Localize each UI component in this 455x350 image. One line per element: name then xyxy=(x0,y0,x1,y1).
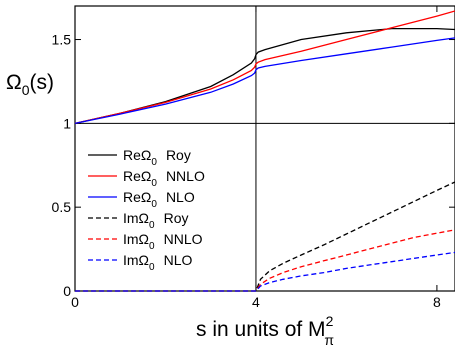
series-line-im-roy xyxy=(75,181,455,292)
legend-entry-main: ReΩ xyxy=(123,168,151,184)
series-line-re-roy xyxy=(74,27,455,125)
series-line-im-nnlo xyxy=(75,229,455,292)
series-line-re-nnlo xyxy=(74,10,455,125)
legend-entry-main: ReΩ xyxy=(123,147,151,163)
x-axis-title-sub: π xyxy=(324,332,334,348)
legend-entry-tag: Roy xyxy=(164,210,189,226)
y-tick-label: 1.5 xyxy=(52,32,72,48)
y-tick-label: 1 xyxy=(63,115,71,131)
x-tick-label: 4 xyxy=(252,294,260,310)
legend-entry: ReΩ0 Roy xyxy=(123,147,191,168)
series-lines xyxy=(74,10,455,292)
legend-entry: ReΩ0 NLO xyxy=(123,189,195,210)
legend-entry-sub: 0 xyxy=(149,241,155,252)
legend-entry-main: ImΩ xyxy=(123,252,149,268)
x-axis-title-sup: 2 xyxy=(326,313,334,329)
legend-entry-main: ImΩ xyxy=(123,210,149,226)
legend-entry-tag: NLO xyxy=(164,252,193,268)
legend-entry: ImΩ0 NNLO xyxy=(123,231,203,252)
legend-entry-sub: 0 xyxy=(149,220,155,231)
legend-entry: ReΩ0 NNLO xyxy=(123,168,205,189)
y-tick-label: 0 xyxy=(63,283,71,299)
legend-entry-tag: Roy xyxy=(166,147,191,163)
plot-frame xyxy=(74,5,455,292)
y-tick-label: 0.5 xyxy=(52,199,72,215)
x-tick-label: 0 xyxy=(71,294,79,310)
series-line-im-nlo xyxy=(75,251,455,292)
y-axis-title: Ω0(s) xyxy=(6,71,54,98)
y-axis-title-tail: (s) xyxy=(30,71,55,94)
legend-entry-main: ReΩ xyxy=(123,189,151,205)
legend-entry-tag: NLO xyxy=(166,189,195,205)
legend-entry-main: ImΩ xyxy=(123,231,149,247)
y-axis-title-main: Ω xyxy=(6,71,22,94)
y-axis-title-sub: 0 xyxy=(22,82,30,98)
legend-entry-tag: NNLO xyxy=(166,168,205,184)
x-axis-title: s in units of M2 π xyxy=(196,313,334,348)
legend-entry-sub: 0 xyxy=(149,262,155,273)
legend-entry-sub: 0 xyxy=(151,199,157,210)
legend-entry: ImΩ0 NLO xyxy=(123,252,192,273)
legend-entry: ImΩ0 Roy xyxy=(123,210,189,231)
legend-entry-tag: NNLO xyxy=(164,231,203,247)
legend-entry-sub: 0 xyxy=(151,178,157,189)
legend-entry-sub: 0 xyxy=(151,157,157,168)
x-tick-label: 8 xyxy=(433,294,441,310)
series-line-re-nlo xyxy=(74,37,455,125)
tick-labels: 0 4 8 0 0.5 1 1.5 xyxy=(52,32,441,310)
x-axis-title-main: s in units of M xyxy=(196,318,326,341)
